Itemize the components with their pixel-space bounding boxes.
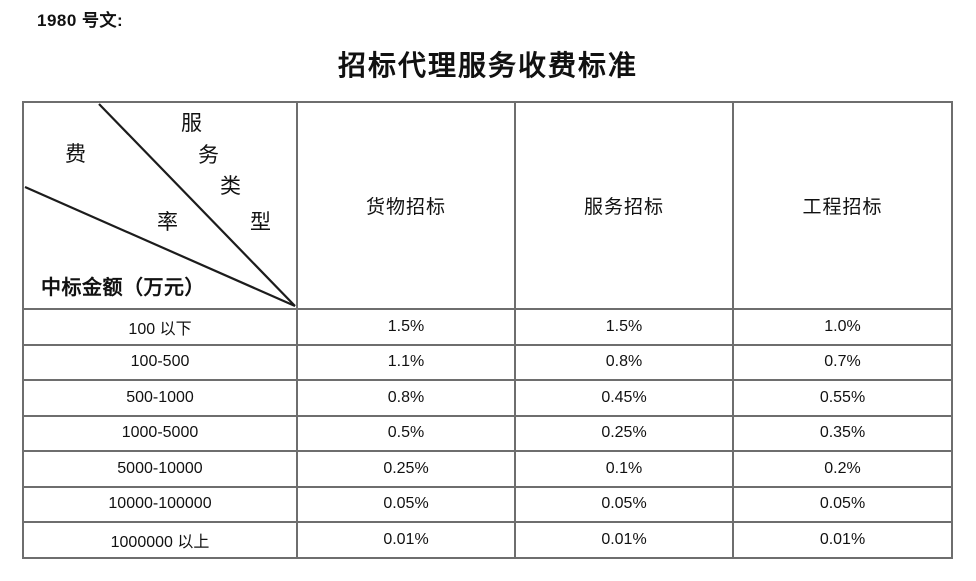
corner-rate-char: 率 [157,210,178,234]
table-row: 500-1000 0.8% 0.45% 0.55% [22,379,953,417]
table-row: 10000-100000 0.05% 0.05% 0.05% [22,485,953,523]
rate-cell: 1.5% [296,308,516,346]
page-title: 招标代理服务收费标准 [337,51,638,82]
rate-cell: 0.25% [514,414,734,452]
rate-cell: 1.5% [514,308,734,346]
rate-cell: 0.35% [732,414,953,452]
amount-range-cell: 500-1000 [22,379,298,417]
rate-cell: 0.01% [296,521,516,559]
rate-cell: 0.45% [514,379,734,417]
rate-cell: 0.25% [296,450,516,488]
column-header-engineering: 工程招标 [732,101,953,310]
amount-range-cell: 10000-100000 [22,485,298,523]
table-row: 100-500 1.1% 0.8% 0.7% [22,343,953,381]
rate-cell: 0.01% [732,521,953,559]
amount-range-cell: 5000-10000 [22,450,298,488]
corner-service-type-char: 务 [198,143,219,167]
rate-cell: 0.1% [514,450,734,488]
corner-service-type-char: 类 [220,174,241,198]
rate-cell: 0.05% [732,485,953,523]
column-header-goods: 货物招标 [296,101,516,310]
rate-cell: 0.05% [296,485,516,523]
table-row: 100 以下 1.5% 1.5% 1.0% [22,308,953,346]
rate-cell: 0.01% [514,521,734,559]
corner-rate-char: 费 [65,142,86,166]
amount-range-cell: 1000000 以上 [22,521,298,559]
fee-standard-table: 服 务 类 型 费 率 中标金额（万元） 货物招标 服务招标 工程招标 100 … [22,101,953,559]
table-row: 1000000 以上 0.01% 0.01% 0.01% [22,521,953,559]
amount-range-cell: 1000-5000 [22,414,298,452]
rate-cell: 0.05% [514,485,734,523]
rate-cell: 0.8% [514,343,734,381]
rate-cell: 0.2% [732,450,953,488]
rate-cell: 0.55% [732,379,953,417]
table-header-row: 服 务 类 型 费 率 中标金额（万元） 货物招标 服务招标 工程招标 [22,101,953,310]
rate-cell: 0.8% [296,379,516,417]
corner-service-type-char: 服 [181,111,202,135]
column-header-service: 服务招标 [514,101,734,310]
doc-number: 1980 号文: [37,11,124,30]
corner-amount-label: 中标金额（万元） [41,277,205,299]
amount-range-cell: 100-500 [22,343,298,381]
diagonal-divider-lines [24,103,296,308]
corner-header-cell: 服 务 类 型 费 率 中标金额（万元） [22,101,298,310]
rate-cell: 0.5% [296,414,516,452]
table-row: 5000-10000 0.25% 0.1% 0.2% [22,450,953,488]
rate-cell: 1.0% [732,308,953,346]
table-row: 1000-5000 0.5% 0.25% 0.35% [22,414,953,452]
rate-cell: 0.7% [732,343,953,381]
amount-range-cell: 100 以下 [22,308,298,346]
corner-service-type-char: 型 [250,210,271,234]
rate-cell: 1.1% [296,343,516,381]
